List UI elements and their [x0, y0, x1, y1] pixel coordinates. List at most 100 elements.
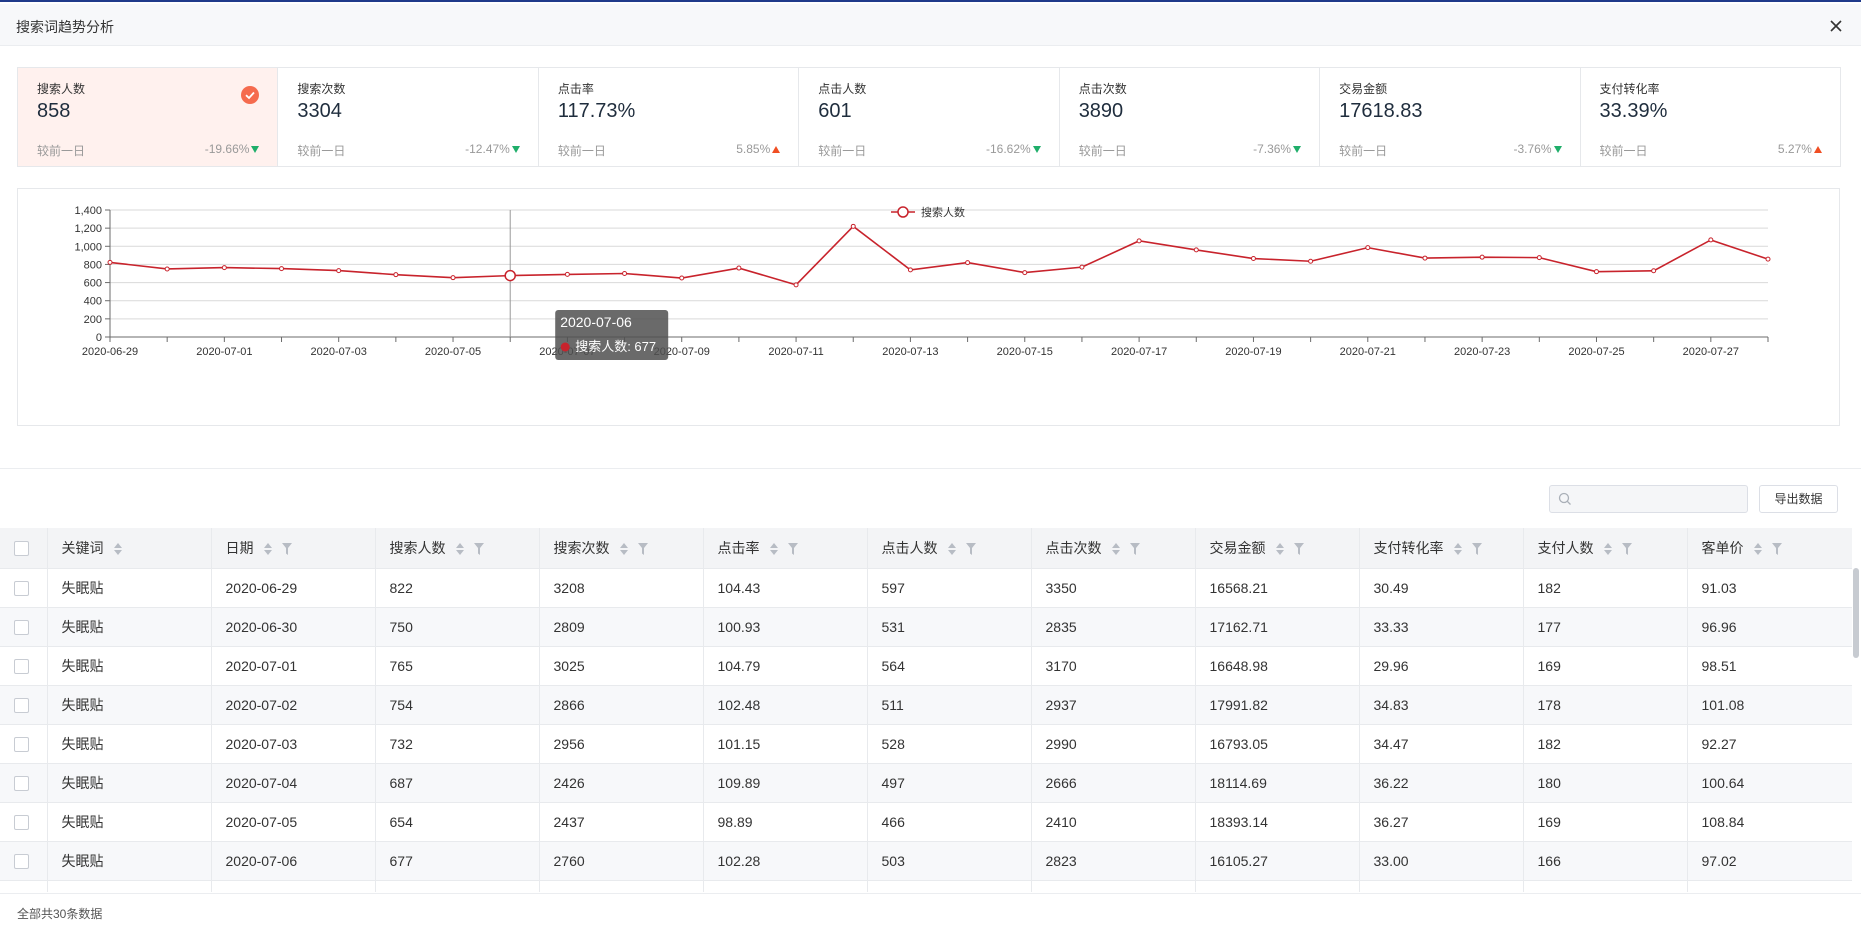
- row-checkbox[interactable]: [14, 775, 29, 791]
- table-cell: [703, 880, 868, 892]
- filter-icon[interactable]: [787, 543, 798, 556]
- table-cell: 104.43: [703, 568, 868, 608]
- metric-change: -3.76%: [1514, 142, 1562, 156]
- table-cell: 2410: [1031, 802, 1196, 842]
- sort-icon[interactable]: [769, 542, 778, 556]
- filter-icon[interactable]: [281, 543, 292, 556]
- column-header[interactable]: 搜索人数: [375, 528, 540, 569]
- column-header-label: 搜索次数: [553, 539, 610, 556]
- table-cell: 92.27: [1687, 724, 1852, 764]
- table-cell: 822: [375, 568, 540, 608]
- data-point: [1022, 270, 1028, 276]
- data-point: [393, 272, 399, 278]
- table-row[interactable]: 失眠贴 2020-07-01 765 3025 104.79 564 3170 16648.9…: [0, 646, 1852, 686]
- metric-card[interactable]: 支付转化率 33.39% 较前一日 5.27%: [1580, 68, 1840, 166]
- table-scrollbar[interactable]: [1853, 568, 1859, 658]
- x-tick-label: 2020-07-15: [997, 346, 1053, 358]
- table-row[interactable]: 失眠贴 2020-07-05 654 2437 98.89 466 2410 18393.14…: [0, 802, 1852, 842]
- table-row[interactable]: 失眠贴 2020-07-06 677 2760 102.28 503 2823 16105.2…: [0, 841, 1852, 881]
- table-cell: [539, 880, 704, 892]
- table-cell: 511: [867, 685, 1032, 725]
- row-checkbox[interactable]: [14, 697, 29, 713]
- close-icon[interactable]: [1826, 16, 1846, 36]
- data-point: [679, 275, 685, 281]
- filter-icon[interactable]: [1621, 543, 1632, 556]
- export-data-button[interactable]: 导出数据: [1759, 485, 1838, 513]
- table-row[interactable]: 失眠贴 2020-07-03 732 2956 101.15 528 2990 16793.0…: [0, 724, 1852, 764]
- trend-up-icon: [1813, 145, 1822, 153]
- table-row[interactable]: 失眠贴 2020-06-30 750 2809 100.93 531 2835 17162.7…: [0, 607, 1852, 647]
- metric-card[interactable]: 搜索次数 3304 较前一日 -12.47%: [278, 68, 539, 166]
- table-cell: 677: [375, 841, 540, 881]
- table-row[interactable]: 失眠贴 2020-07-02 754 2866 102.48 511 2937 17991.8…: [0, 685, 1852, 725]
- trend-down-icon: [251, 145, 260, 153]
- filter-icon[interactable]: [637, 543, 648, 556]
- table-cell: [0, 880, 48, 892]
- metric-card[interactable]: 交易金额 17618.83 较前一日 -3.76%: [1320, 68, 1581, 166]
- column-header-label: 点击率: [717, 539, 760, 556]
- table-cell: 101.15: [703, 724, 868, 764]
- row-checkbox[interactable]: [14, 736, 29, 752]
- search-input[interactable]: [1578, 489, 1743, 509]
- data-point: [336, 268, 342, 274]
- column-header[interactable]: 关键词: [47, 528, 212, 569]
- row-checkbox[interactable]: [14, 814, 29, 830]
- metric-value: 3890: [1078, 100, 1124, 122]
- table-cell: 531: [867, 607, 1032, 647]
- metric-card[interactable]: 点击人数 601 较前一日 -16.62%: [799, 68, 1060, 166]
- filter-icon[interactable]: [1771, 543, 1782, 556]
- row-checkbox[interactable]: [14, 580, 29, 596]
- table-cell: 2020-07-05: [211, 802, 376, 842]
- row-checkbox[interactable]: [14, 619, 29, 635]
- column-header[interactable]: 点击率: [703, 528, 868, 569]
- column-header[interactable]: 点击次数: [1031, 528, 1196, 569]
- data-point: [1193, 247, 1199, 253]
- filter-icon[interactable]: [1293, 543, 1304, 556]
- metric-card[interactable]: 搜索人数 858 较前一日 -19.66%: [18, 68, 279, 166]
- metric-label: 支付转化率: [1599, 82, 1660, 96]
- data-point: [793, 282, 799, 288]
- table-row[interactable]: 失眠贴 2020-06-29 822 3208 104.43 597 3350 16568.2…: [0, 568, 1852, 608]
- column-header-label: 交易金额: [1209, 539, 1266, 556]
- sort-icon[interactable]: [1753, 542, 1762, 556]
- filter-icon[interactable]: [965, 543, 976, 556]
- sort-icon[interactable]: [1275, 542, 1284, 556]
- sort-icon[interactable]: [1111, 542, 1120, 556]
- sort-icon[interactable]: [1453, 542, 1462, 556]
- filter-icon[interactable]: [1129, 543, 1140, 556]
- total-count-text: 全部共30条数据: [17, 907, 103, 921]
- select-all-checkbox[interactable]: [14, 541, 29, 557]
- metric-card[interactable]: 点击次数 3890 较前一日 -7.36%: [1059, 68, 1321, 166]
- column-header[interactable]: 日期: [211, 528, 376, 569]
- search-field[interactable]: [1549, 485, 1748, 513]
- column-header[interactable]: 搜索次数: [539, 528, 704, 569]
- table-cell: 29.96: [1359, 646, 1524, 686]
- filter-icon[interactable]: [473, 543, 484, 556]
- table-cell: 180: [1523, 763, 1688, 803]
- sort-icon[interactable]: [263, 542, 272, 556]
- row-checkbox[interactable]: [14, 658, 29, 674]
- data-point: [1422, 255, 1428, 261]
- column-header[interactable]: 点击人数: [867, 528, 1032, 569]
- sort-icon[interactable]: [619, 542, 628, 556]
- filter-icon[interactable]: [1471, 543, 1482, 556]
- table-cell: 3170: [1031, 646, 1196, 686]
- sort-icon[interactable]: [947, 542, 956, 556]
- metric-label: 点击人数: [818, 82, 867, 96]
- table-cell: 98.89: [703, 802, 868, 842]
- table-row[interactable]: 失眠贴 2020-07-04 687 2426 109.89 497 2666 18114.6…: [0, 763, 1852, 803]
- row-checkbox[interactable]: [14, 853, 29, 869]
- data-point: [1365, 245, 1371, 251]
- tooltip-box: [555, 310, 669, 360]
- column-header[interactable]: 支付转化率: [1359, 528, 1524, 569]
- column-header[interactable]: 客单价: [1687, 528, 1852, 569]
- sort-icon[interactable]: [455, 542, 464, 556]
- column-header[interactable]: 交易金额: [1195, 528, 1360, 569]
- sort-icon[interactable]: [113, 542, 122, 556]
- sort-icon[interactable]: [1603, 542, 1612, 556]
- data-point: [1250, 256, 1256, 262]
- table-cell: 97.02: [1687, 841, 1852, 881]
- metric-card[interactable]: 点击率 117.73% 较前一日 5.85%: [538, 68, 800, 166]
- column-header[interactable]: 支付人数: [1523, 528, 1688, 569]
- metric-change-value: -7.36%: [1253, 142, 1292, 156]
